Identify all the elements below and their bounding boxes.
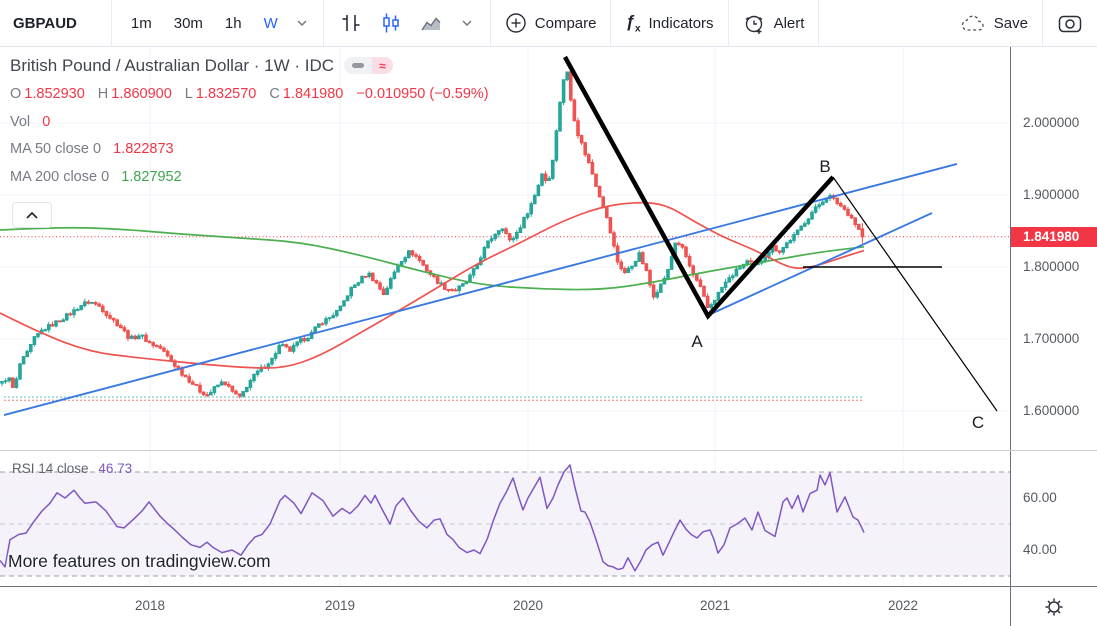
save-button[interactable]: Save <box>947 0 1042 46</box>
candles-style-icon[interactable] <box>376 11 406 35</box>
pattern-label-a: A <box>691 332 703 351</box>
ma50-label: MA 50 close 0 <box>10 141 102 157</box>
low-value: 1.832570 <box>195 86 257 102</box>
camera-icon <box>1058 15 1082 33</box>
close-value: 1.841980 <box>282 86 344 102</box>
compare-button[interactable]: Compare <box>491 0 611 46</box>
price-axis[interactable]: 2.000000 1.900000 1.800000 1.700000 1.600000… <box>1010 47 1097 586</box>
ma50-line <box>0 201 865 369</box>
toolbar-separator <box>110 0 112 46</box>
pattern-label-c: C <box>972 413 984 432</box>
price-axis-label: 1.600000 <box>1023 403 1080 418</box>
time-axis-label: 2020 <box>512 598 544 613</box>
toolbar: GBPAUD 1m 30m 1h W <box>0 0 1097 47</box>
interval-dropdown-chevron-icon[interactable] <box>291 20 313 26</box>
ma50-value: 1.822873 <box>113 141 174 157</box>
rsi-axis-label: 60.00 <box>1023 490 1057 505</box>
indicators-label: Indicators <box>648 14 714 32</box>
interval-group: 1m 30m 1h W <box>112 0 323 46</box>
interval-button-1w[interactable]: W <box>263 14 278 32</box>
price-pane-canvas[interactable]: A B C <box>0 47 1010 450</box>
ma200-row[interactable]: MA 200 close 0 1.827952 <box>10 168 492 185</box>
time-axis[interactable]: 2018 2019 2020 2021 2022 <box>0 587 1010 626</box>
time-axis-label: 2019 <box>324 598 356 613</box>
open-value: 1.852930 <box>24 86 85 102</box>
chevron-up-icon <box>26 211 38 219</box>
bars-style-icon[interactable] <box>336 11 366 35</box>
price-axis-label: 2.000000 <box>1023 115 1080 130</box>
ma200-value: 1.827952 <box>121 168 182 185</box>
indicators-button[interactable]: ƒx Indicators <box>611 0 727 46</box>
alert-button[interactable]: Alert <box>729 0 819 46</box>
toolbar-separator <box>610 0 612 46</box>
candlestick-series <box>0 70 865 399</box>
open-label: O <box>10 86 22 102</box>
price-axis-label: 1.900000 <box>1023 187 1080 202</box>
pane-divider[interactable] <box>0 450 1097 451</box>
time-axis-label: 2018 <box>134 598 166 613</box>
toolbar-separator <box>322 0 324 46</box>
high-value: 1.860900 <box>111 86 172 102</box>
area-style-icon[interactable] <box>416 11 446 35</box>
chart-style-group <box>324 0 490 46</box>
rsi-value: 46.73 <box>98 461 133 476</box>
change-value: −0.010950 (−0.59%) <box>356 86 489 102</box>
gear-icon <box>1045 598 1063 615</box>
rsi-axis-label: 40.00 <box>1023 542 1057 557</box>
collapse-pane-button[interactable] <box>12 202 52 228</box>
volume-label: Vol <box>10 113 31 130</box>
rsi-line <box>0 464 865 572</box>
toolbar-separator <box>727 0 729 46</box>
settings-gear-button[interactable] <box>1010 587 1097 626</box>
toolbar-separator <box>1042 0 1043 46</box>
time-axis-label: 2021 <box>699 598 731 613</box>
high-label: H <box>97 86 109 102</box>
interval-button-30m[interactable]: 30m <box>173 14 203 32</box>
plus-circle-icon <box>506 13 526 33</box>
ma200-label: MA 200 close 0 <box>10 168 110 185</box>
ohlc-row: O 1.852930 H 1.860900 L 1.832570 C 1.841980 … <box>10 87 492 102</box>
time-axis-divider <box>0 586 1097 587</box>
cloud-icon <box>961 15 984 31</box>
rsi-label: RSI 14 close <box>12 461 89 476</box>
pattern-label-b: B <box>819 157 830 176</box>
hide-indicator-icon[interactable] <box>344 57 373 74</box>
ma50-row[interactable]: MA 50 close 0 1.822873 <box>10 142 492 157</box>
time-axis-label: 2022 <box>887 598 919 613</box>
price-axis-label: 1.800000 <box>1023 259 1080 274</box>
watermark-link[interactable]: More features on tradingview.com <box>8 551 271 571</box>
save-label: Save <box>993 14 1028 32</box>
interval-button-1h[interactable]: 1h <box>224 14 242 32</box>
chart-legend: British Pound / Australian Dollar · 1W ·… <box>10 57 492 184</box>
trendline[interactable] <box>3 163 958 416</box>
screenshot-button[interactable] <box>1043 0 1097 46</box>
alert-label: Alert <box>773 14 805 32</box>
low-label: L <box>184 86 193 102</box>
rsi-pane-canvas[interactable] <box>0 450 1010 587</box>
ma200-line <box>0 226 865 291</box>
fx-icon: ƒx <box>625 11 641 35</box>
last-price-badge: 1.841980 <box>1011 226 1097 247</box>
toolbar-separator <box>818 0 820 46</box>
symbol-button[interactable]: GBPAUD <box>13 14 77 32</box>
legend-visibility-pill[interactable]: ≈ <box>344 57 393 74</box>
compare-label: Compare <box>534 14 597 32</box>
alarm-clock-icon <box>745 15 762 34</box>
abc-pattern-drawing[interactable]: A B C <box>563 55 998 432</box>
interval-button-1m[interactable]: 1m <box>130 14 152 32</box>
style-dropdown-chevron-icon[interactable] <box>456 20 478 26</box>
close-label: C <box>269 86 280 102</box>
volume-value: 0 <box>42 113 51 130</box>
price-axis-label: 1.700000 <box>1023 331 1080 346</box>
toolbar-right-group: Save <box>947 0 1097 46</box>
trendline[interactable] <box>712 212 933 314</box>
rsi-legend[interactable]: RSI 14 close 46.73 <box>12 461 132 476</box>
approx-icon[interactable]: ≈ <box>372 57 393 74</box>
toolbar-separator <box>489 0 491 46</box>
price-grid <box>0 47 1010 450</box>
volume-row[interactable]: Vol 0 <box>10 113 492 130</box>
symbol-title[interactable]: British Pound / Australian Dollar · 1W ·… <box>10 56 335 75</box>
